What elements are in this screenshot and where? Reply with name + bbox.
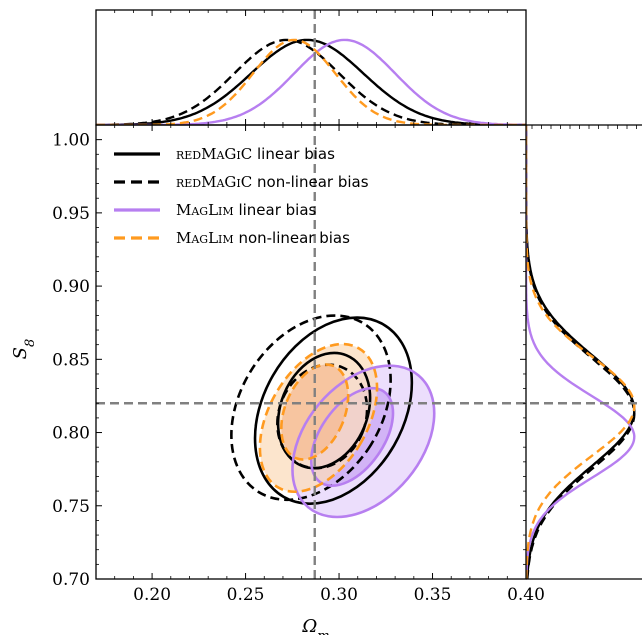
redmagic-linear-bias-s8-marginal: [526, 125, 636, 579]
x-tick-label: 0.30: [320, 585, 358, 605]
legend-sample-name: redMaGiC: [176, 145, 252, 163]
maglim-linear-bias-contour-95: [291, 364, 436, 519]
legend-sample-name: MagLim: [176, 201, 234, 219]
panel-frames: [95, 9, 642, 580]
maglim-linear-bias-omega-marginal: [96, 38, 526, 125]
x-tick-label: 0.25: [227, 585, 265, 605]
legend-label-maglim-non-linear-bias: MagLim non-linear bias: [176, 229, 350, 247]
top-marginal-curves: [96, 38, 526, 125]
maglim-linear-bias-s8-marginal: [526, 125, 636, 579]
redmagic-non-linear-bias-contour-68: [276, 363, 369, 470]
y-tick-label: 0.80: [52, 424, 90, 444]
y-tick-label: 0.95: [52, 204, 90, 224]
x-tick-label: 0.20: [133, 585, 171, 605]
legend-label-maglim-linear-bias: MagLim linear bias: [176, 201, 317, 219]
legend-bias-type: linear bias: [252, 145, 335, 163]
redmagic-non-linear-bias-omega-marginal: [96, 38, 526, 125]
legend-bias-type: linear bias: [234, 201, 317, 219]
maglim-non-linear-bias-s8-marginal: [526, 125, 636, 579]
y-tick-label: 0.85: [52, 350, 90, 370]
y-tick-label: 0.75: [52, 497, 90, 517]
x-tick-label: 0.40: [507, 585, 545, 605]
y-tick-label: 0.70: [52, 570, 90, 590]
legend-sample-name: redMaGiC: [176, 173, 252, 191]
main-panel-contour-lines: [230, 314, 436, 519]
x-axis-label: Ωm: [301, 616, 329, 635]
legend-bias-type: non-linear bias: [252, 173, 368, 191]
maglim-non-linear-bias-contour-68: [280, 363, 350, 461]
redmagic-linear-bias-omega-marginal: [96, 38, 526, 125]
axis-ticks: 0.20 0.25 0.30 0.35 0.40 0.70 0.75 0.80 0.85 0.90…: [52, 10, 637, 605]
maglim-non-linear-bias-contour-95: [258, 342, 379, 494]
redmagic-linear-bias-contour-95: [253, 316, 414, 505]
fiducial-lines: [96, 10, 640, 579]
maglim-non-linear-bias-omega-marginal: [96, 38, 526, 125]
y-axis-label: S8: [10, 339, 38, 360]
legend-sample-name: MagLim: [176, 229, 234, 247]
x-tick-label: 0.35: [414, 585, 452, 605]
top-panel-frame: [95, 9, 527, 126]
legend-bias-type: non-linear bias: [234, 229, 350, 247]
right-panel-frame: [526, 124, 642, 580]
legend-label-redmagic-non-linear-bias: redMaGiC non-linear bias: [176, 173, 369, 191]
legend-label-redmagic-linear-bias: redMaGiC linear bias: [176, 145, 335, 163]
y-tick-label: 0.90: [52, 277, 90, 297]
redmagic-non-linear-bias-contour-95: [230, 314, 392, 502]
right-marginal-curves: [526, 125, 636, 579]
maglim-linear-bias-contour-68: [309, 386, 395, 488]
redmagic-non-linear-bias-s8-marginal: [526, 125, 636, 579]
y-tick-label: 1.00: [52, 131, 90, 151]
